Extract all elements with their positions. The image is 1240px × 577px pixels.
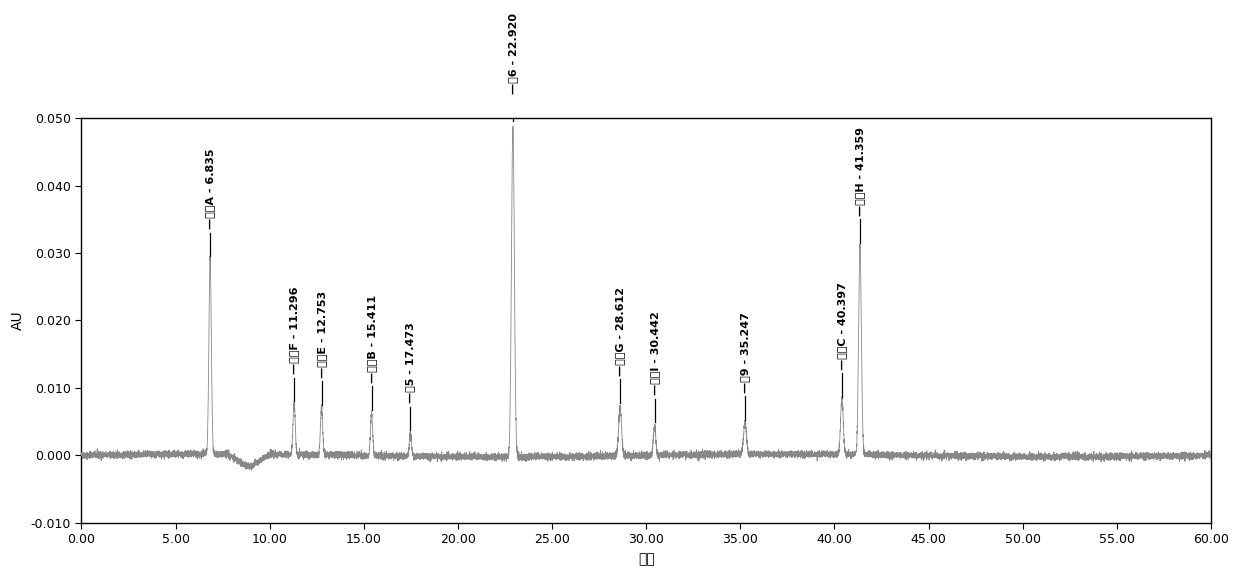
Text: —剈5 - 17.473: —剈5 - 17.473	[405, 323, 415, 403]
Text: —杂质H - 41.359: —杂质H - 41.359	[856, 127, 866, 216]
Text: —剈9 - 35.247: —剈9 - 35.247	[740, 312, 750, 393]
Text: —杂质I - 30.442: —杂质I - 30.442	[650, 312, 660, 395]
Text: —杂质F - 11.296: —杂质F - 11.296	[289, 287, 299, 374]
Text: —杂质E - 12.753: —杂质E - 12.753	[316, 291, 326, 378]
X-axis label: 分钟: 分钟	[637, 552, 655, 566]
Text: —杂质C - 40.397: —杂质C - 40.397	[837, 282, 847, 370]
Text: —剈6 - 22.920: —剈6 - 22.920	[508, 13, 518, 95]
Text: —杂质B - 15.411: —杂质B - 15.411	[367, 294, 377, 383]
Text: —杂质G - 28.612: —杂质G - 28.612	[615, 287, 625, 376]
Y-axis label: AU: AU	[11, 310, 25, 330]
Text: —杂质A - 6.835: —杂质A - 6.835	[205, 149, 215, 230]
